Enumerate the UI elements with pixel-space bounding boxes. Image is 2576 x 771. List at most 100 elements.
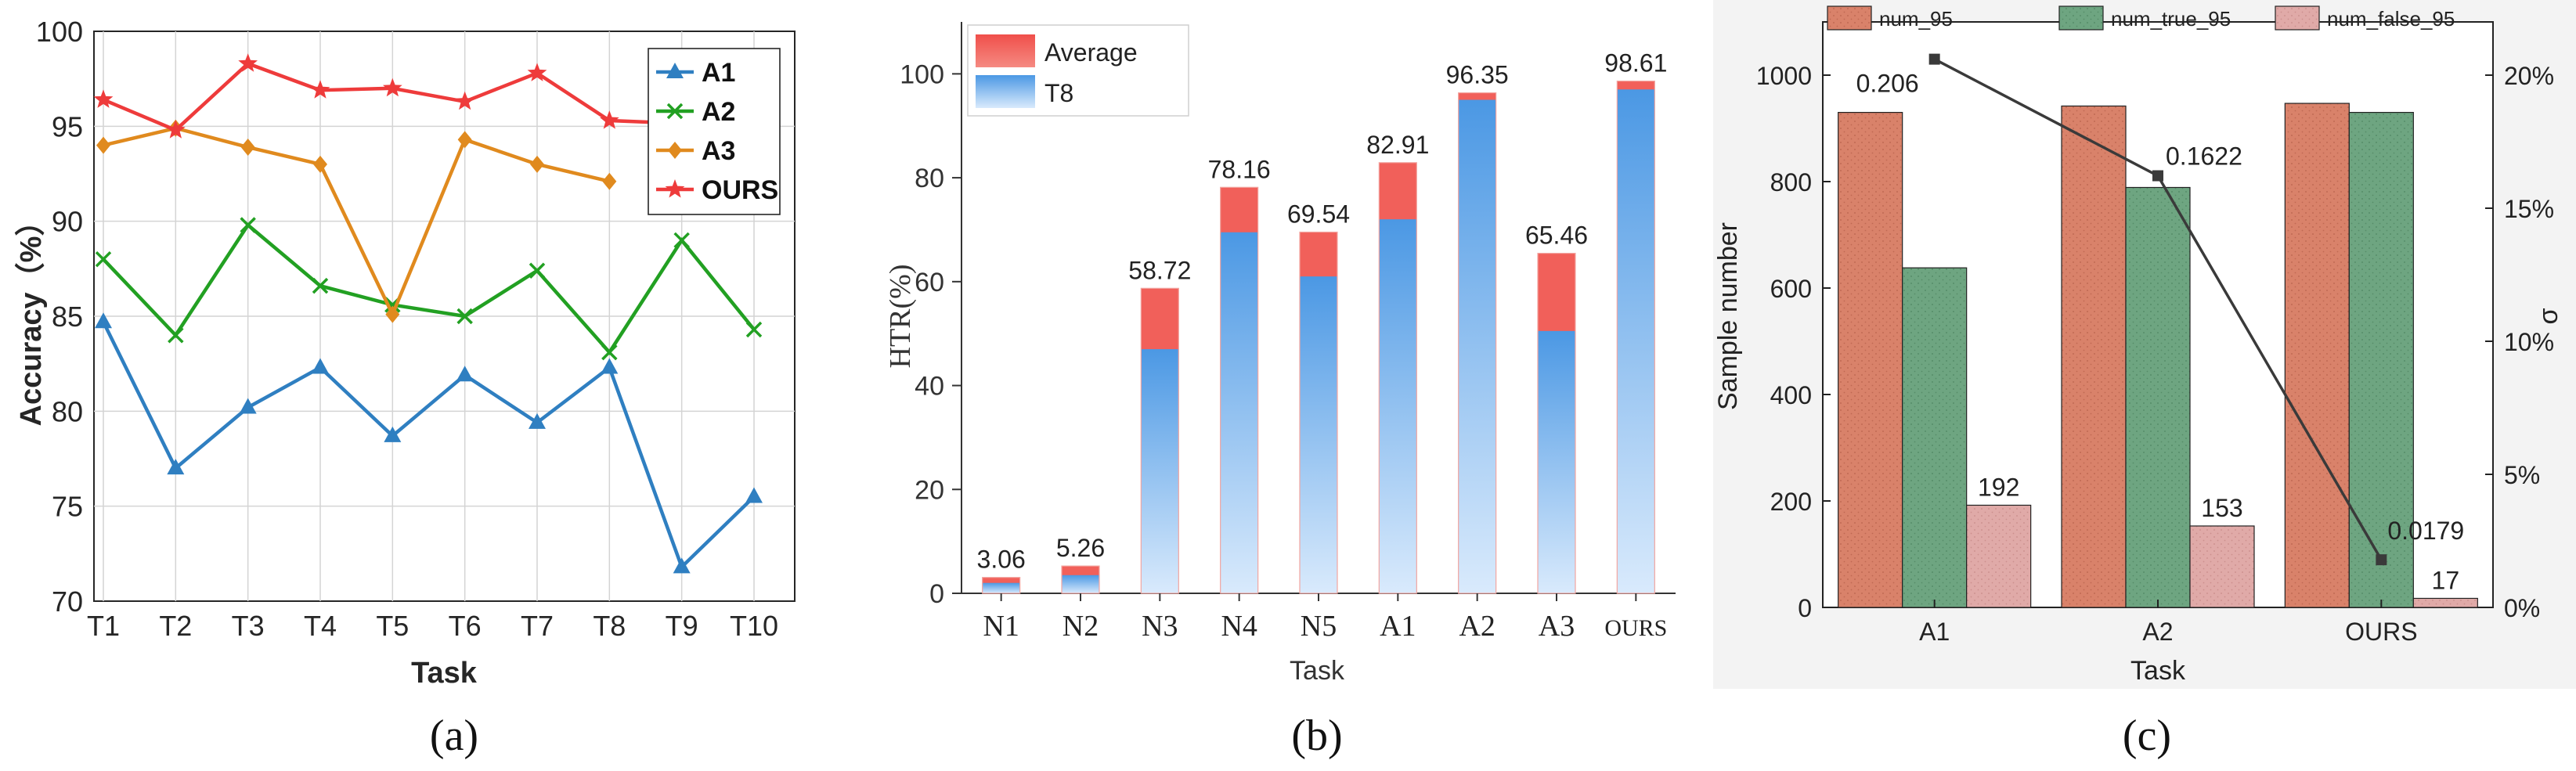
- panel-c-y2-axis-label: σ: [2534, 308, 2563, 324]
- panel-a-legend: A1 A2 A3 OURS: [648, 48, 781, 215]
- legend-marker-a2: [666, 103, 684, 120]
- panel-b-bar-chart: 0 20 40 60 80 100 3.06 5.26 58.72 78.16 69.54 82.9…: [884, 22, 1676, 760]
- panel-c-y2-tick-label: 20%: [2504, 62, 2554, 90]
- series-a2-point: [312, 277, 329, 294]
- legend-label-a2: A2: [702, 97, 735, 127]
- panel-b-legend: Average T8: [967, 24, 1189, 117]
- series-ours-point: [166, 120, 186, 139]
- panel-a-series: [93, 53, 764, 574]
- legend-label-t8: T8: [1044, 79, 1073, 107]
- bar-t8: [1458, 99, 1496, 593]
- legend-label-a3: A3: [702, 136, 735, 166]
- panel-a-x-ticks: T1 T2 T3 T4 T5 T6 T7 T8 T9 T10: [87, 610, 778, 642]
- panel-b-y-tick-label: 20: [915, 475, 944, 505]
- series-ours-point: [600, 110, 619, 129]
- bar-group-n5: 69.54: [1287, 200, 1350, 594]
- panel-c-y2-tick-label: 10%: [2504, 328, 2554, 356]
- panel-b-label: (b): [1291, 712, 1342, 760]
- bar-num-95: [1838, 112, 1903, 608]
- panel-a-y-tick-label: 95: [52, 110, 83, 142]
- bar-false-value-label: 17: [2432, 566, 2460, 594]
- panel-c-x-tick-label: A2: [2142, 618, 2173, 646]
- bar-t8: [1300, 276, 1337, 593]
- bar-value-label: 58.72: [1128, 256, 1191, 284]
- panel-b-y-tick-label: 80: [915, 164, 944, 193]
- bar-group-ours: 98.61: [1604, 49, 1667, 594]
- series-a3-line: [103, 126, 610, 319]
- bar-value-label: 3.06: [977, 546, 1026, 574]
- legend-label-average: Average: [1044, 38, 1138, 67]
- panel-b-x-tick-label: N5: [1301, 610, 1337, 643]
- panel-a-x-tick-label: T3: [232, 610, 265, 642]
- series-ours-point: [238, 53, 258, 72]
- series-a2-point: [601, 344, 618, 361]
- sigma-point: [2152, 170, 2163, 182]
- panel-c-legend: num_95 num_true_95 num_false_95: [1827, 5, 2455, 31]
- series-a2-point: [95, 250, 112, 268]
- legend-swatch-num-true-95: [2058, 5, 2104, 31]
- bar-group-n4: 78.16: [1208, 155, 1271, 594]
- panel-b-y-tick-label: 0: [929, 579, 944, 609]
- panel-c-y-tick-label: 600: [1770, 275, 1812, 303]
- legend-label-num-95: num_95: [1879, 7, 1953, 31]
- sigma-point: [2376, 554, 2387, 566]
- bar-group-n3: 58.72: [1128, 256, 1191, 594]
- bar-group-a2: 96.35: [1446, 61, 1509, 594]
- bar-group-a3: 65.46: [1525, 222, 1588, 594]
- panel-b-x-tick-label: A2: [1459, 610, 1495, 643]
- series-a1-point: [529, 413, 546, 429]
- series-a3-point: [313, 155, 327, 173]
- panel-b-x-ticks: N1 N2 N3 N4 N5 A1 A2 A3 OURS: [983, 593, 1667, 643]
- panel-a-x-tick-label: T5: [376, 610, 409, 642]
- bar-value-label: 69.54: [1287, 200, 1350, 229]
- panel-b-x-tick-label: A1: [1380, 610, 1416, 643]
- panel-c-label: (c): [2123, 712, 2171, 760]
- legend-label-a1: A1: [702, 58, 735, 88]
- panel-a-x-tick-label: T6: [449, 610, 482, 642]
- bar-num-95: [2061, 105, 2127, 608]
- bar-false-value-label: 153: [2201, 494, 2242, 522]
- sigma-value-label: 0.206: [1856, 70, 1919, 98]
- panel-b-bars: 3.06 5.26 58.72 78.16 69.54 82.91 96.35 65.46 98…: [977, 49, 1667, 594]
- bar-num-false-95: [2412, 597, 2478, 608]
- panel-a-y-tick-label: 90: [52, 206, 83, 238]
- panel-a-y-tick-label: 75: [52, 491, 83, 523]
- bar-num-true-95: [2125, 186, 2191, 608]
- bar-t8: [1538, 330, 1575, 593]
- panel-c-y-tick-label: 0: [1798, 594, 1812, 622]
- panel-a-x-tick-label: T7: [521, 610, 554, 642]
- bar-num-true-95: [1902, 267, 1968, 608]
- panel-c-x-tick-label: A1: [1919, 618, 1950, 646]
- panel-c-x-tick-label: OURS: [2345, 618, 2417, 646]
- panel-a-x-tick-label: T4: [304, 610, 337, 642]
- panel-c-y-tick-label: 400: [1770, 381, 1812, 409]
- panel-a-y-tick-label: 85: [52, 301, 83, 333]
- panel-b-y-tick-label: 40: [915, 372, 944, 402]
- panel-a-x-axis-label: Task: [411, 657, 478, 690]
- legend-label-ours: OURS: [702, 175, 778, 205]
- series-ours-point: [310, 80, 330, 99]
- bar-value-label: 65.46: [1525, 222, 1588, 250]
- series-a1-point: [601, 358, 619, 374]
- panel-c-y2-tick-label: 5%: [2504, 461, 2540, 489]
- panel-b-x-tick-label: N4: [1221, 610, 1257, 643]
- series-ours-point: [527, 63, 547, 81]
- panel-c-y-tick-label: 800: [1770, 168, 1812, 196]
- panel-c-x-ticks: A1 A2 OURS: [1919, 600, 2418, 646]
- bar-false-value-label: 192: [1978, 473, 2019, 501]
- panel-a-y-tick-label: 100: [36, 16, 83, 48]
- panel-a-x-tick-label: T8: [593, 610, 626, 642]
- bar-num-false-95: [2189, 525, 2255, 608]
- sigma-value-label: 0.0179: [2387, 517, 2464, 545]
- bar-value-label: 5.26: [1056, 534, 1105, 562]
- series-a3-point: [457, 131, 472, 149]
- panel-c-x-axis-label: Task: [2130, 656, 2186, 686]
- series-a2-point: [456, 308, 473, 325]
- series-a2-point: [240, 217, 256, 233]
- panel-a-label: (a): [430, 712, 478, 760]
- panel-c-sigma-line: 0.206 0.1622 0.0179: [1856, 53, 2464, 566]
- bar-t8: [1379, 219, 1417, 593]
- bar-t8: [1141, 349, 1179, 593]
- bar-num-95: [2284, 103, 2350, 608]
- series-a1-point: [673, 557, 691, 574]
